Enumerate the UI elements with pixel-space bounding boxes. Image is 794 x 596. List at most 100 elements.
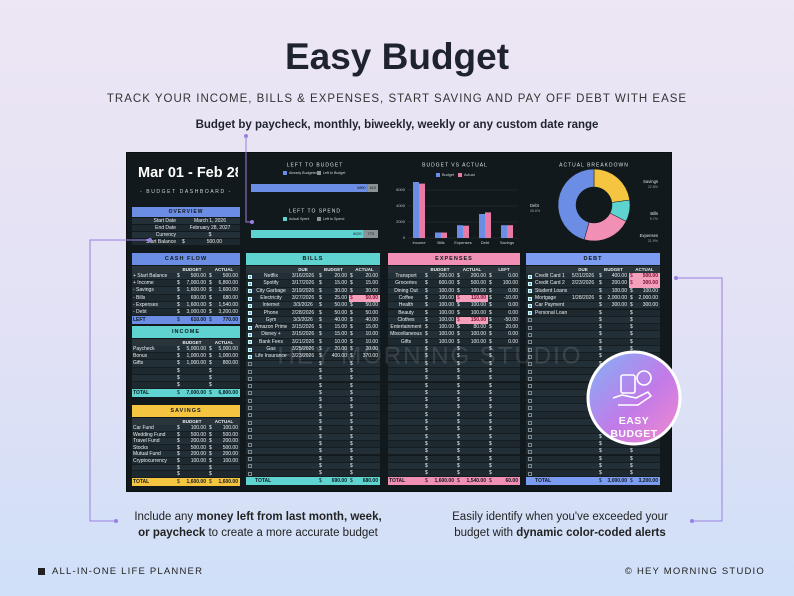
table-row <box>246 273 380 281</box>
cell: 800.00 <box>222 360 238 367</box>
currency: $ <box>489 419 492 425</box>
cell: 680.00 <box>222 294 238 301</box>
cell: Credit Card 2 <box>535 280 565 287</box>
currency: $ <box>209 280 212 287</box>
currency: $ <box>457 397 460 404</box>
currency: $ <box>599 462 602 469</box>
cell: Phone <box>263 309 279 316</box>
table-row <box>246 455 380 463</box>
currency: $ <box>177 353 180 360</box>
currency: $ <box>599 448 602 455</box>
currency: $ <box>457 426 460 433</box>
total-value: 1,600.00 <box>218 478 238 485</box>
cell: 1,000.00 <box>186 360 206 367</box>
column-header: BUDGET <box>324 267 343 272</box>
table-row <box>132 360 240 368</box>
cell: Life Insurance <box>255 353 287 360</box>
currency: $ <box>425 478 428 485</box>
cell: 500.00 <box>642 273 658 279</box>
table-row <box>526 419 660 427</box>
cell: 500.00 <box>190 273 206 279</box>
currency: $ <box>457 316 460 323</box>
cell: 100.00 <box>470 331 486 338</box>
table-row <box>526 455 660 463</box>
currency: $ <box>350 375 353 382</box>
table-row <box>246 309 380 317</box>
currency: $ <box>350 331 353 338</box>
checkbox <box>528 406 532 411</box>
checkbox <box>248 325 252 330</box>
cell: - Bills <box>133 294 146 301</box>
table-subheader <box>526 266 660 273</box>
cell: 1,000.00 <box>218 353 238 360</box>
currency: $ <box>177 390 180 397</box>
currency: $ <box>457 478 460 485</box>
currency: $ <box>350 404 353 411</box>
currency: $ <box>630 331 633 338</box>
subtitle: TRACK YOUR INCOME, BILLS & EXPENSES, STA… <box>106 93 688 105</box>
column-header: BUDGET <box>182 419 202 424</box>
currency: $ <box>350 346 353 352</box>
cell: 110.00 <box>470 294 486 301</box>
currency: $ <box>630 462 633 469</box>
checkbox <box>248 311 252 316</box>
table-title: DEBT <box>526 253 660 265</box>
table-subheader <box>388 266 520 273</box>
currency: $ <box>630 316 633 323</box>
checkbox <box>528 347 532 352</box>
cell: 100.00 <box>642 287 658 294</box>
legend-swatch <box>283 217 287 221</box>
checkbox <box>248 347 252 352</box>
currency: $ <box>209 478 212 485</box>
checkbox <box>248 398 252 403</box>
currency: $ <box>457 309 460 316</box>
checkbox <box>528 464 532 469</box>
cell: 500.00 <box>222 431 238 438</box>
currency: $ <box>350 302 353 309</box>
bar <box>441 232 447 238</box>
currency: $ <box>425 353 428 360</box>
currency: $ <box>457 338 460 345</box>
cell: 80.00 <box>473 324 486 331</box>
currency: $ <box>489 353 492 360</box>
currency: $ <box>209 317 212 324</box>
cell: 100.00 <box>222 425 238 431</box>
currency: $ <box>350 316 353 323</box>
column-header: BUDGET <box>182 267 202 272</box>
cell: 300.00 <box>642 280 658 287</box>
callout-text: Easily identify when you've exceeded you… <box>452 511 668 523</box>
cell: 100.00 <box>470 309 486 316</box>
chart-title: ACTUAL BREAKDOWN <box>559 162 629 168</box>
total-row <box>526 477 660 486</box>
checkbox <box>248 406 252 411</box>
checkbox <box>528 274 532 279</box>
cell: 100.00 <box>438 287 454 294</box>
currency: $ <box>489 404 492 411</box>
slice-label: Bills <box>650 211 658 216</box>
slice-value: 45.6% <box>530 209 541 213</box>
table-row <box>246 302 380 310</box>
bar-value: 6890 <box>357 186 365 190</box>
checkbox <box>528 413 532 418</box>
currency: $ <box>599 360 602 367</box>
legend-swatch <box>283 171 287 175</box>
currency: $ <box>209 353 212 360</box>
cell: Paycheck <box>133 346 155 352</box>
checkbox <box>528 340 532 345</box>
currency: $ <box>319 448 322 455</box>
callout-text: to create a more accurate budget <box>205 527 378 539</box>
cell: Amazon Prime <box>255 324 287 331</box>
checkbox <box>528 289 532 294</box>
currency: $ <box>457 367 460 374</box>
legend-label: Actual <box>464 173 475 177</box>
callout-text: Include any <box>134 511 197 523</box>
currency: $ <box>209 367 212 374</box>
checkbox <box>528 325 532 330</box>
legend-swatch <box>458 173 462 177</box>
cell: 100.00 <box>611 287 627 294</box>
table-row <box>388 375 520 383</box>
cell: + Start Balance <box>133 273 168 279</box>
overview-label: Currency <box>155 232 176 238</box>
checkbox <box>528 398 532 403</box>
currency: $ <box>599 273 602 279</box>
